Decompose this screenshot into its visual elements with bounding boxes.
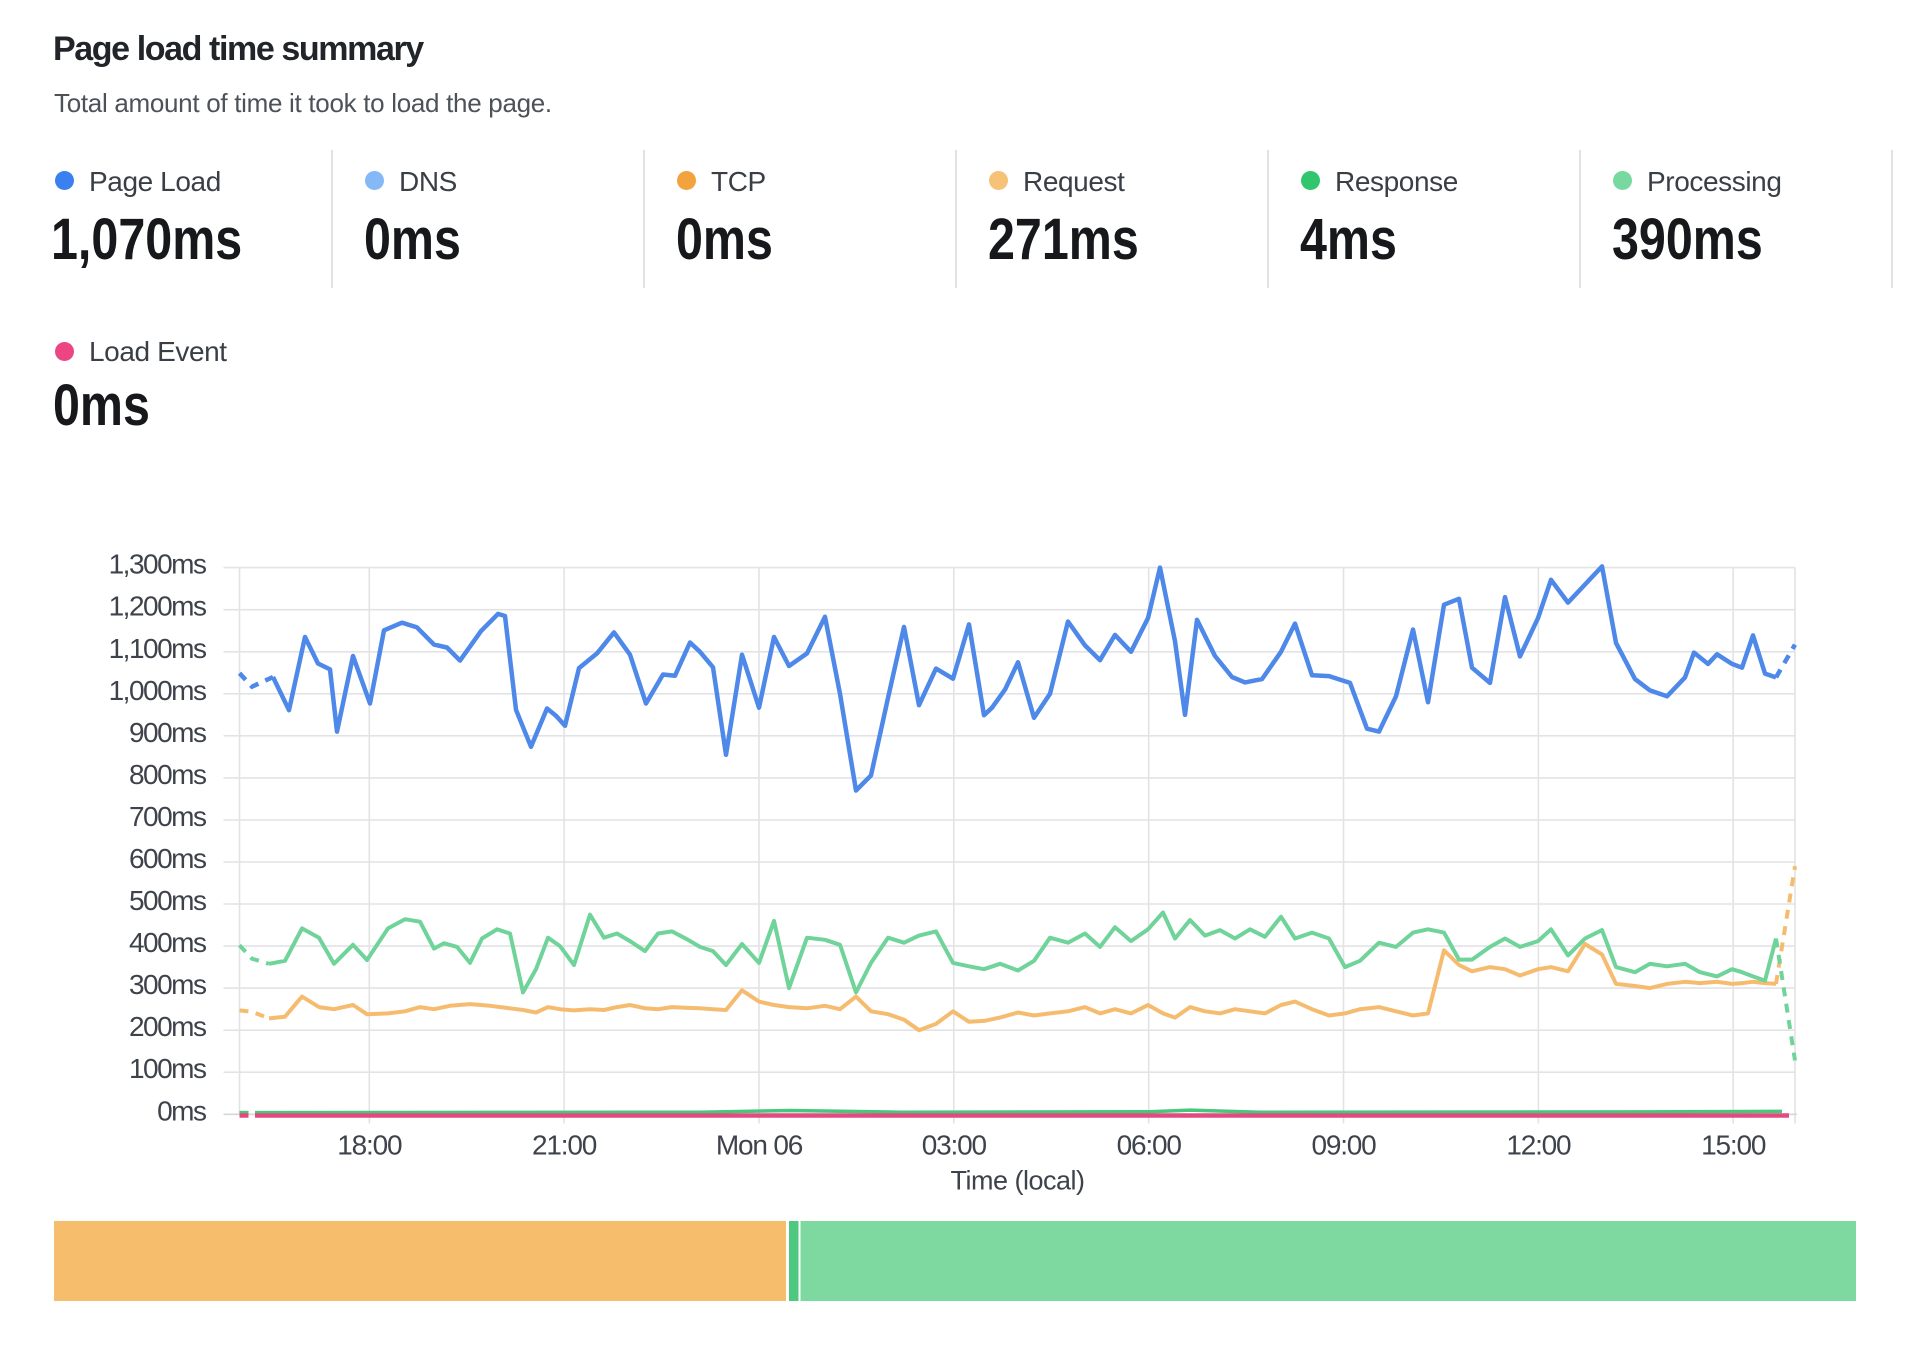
svg-text:Mon 06: Mon 06 (716, 1130, 803, 1161)
svg-text:800ms: 800ms (129, 759, 206, 790)
svg-text:900ms: 900ms (129, 717, 206, 748)
svg-text:600ms: 600ms (129, 843, 206, 874)
svg-text:03:00: 03:00 (922, 1130, 987, 1161)
svg-text:1,200ms: 1,200ms (109, 591, 206, 622)
svg-text:500ms: 500ms (129, 885, 206, 916)
svg-text:1,100ms: 1,100ms (109, 633, 206, 664)
svg-text:15:00: 15:00 (1701, 1130, 1766, 1161)
svg-text:0ms: 0ms (157, 1095, 206, 1126)
svg-text:21:00: 21:00 (532, 1130, 597, 1161)
svg-text:06:00: 06:00 (1117, 1130, 1182, 1161)
svg-text:Time (local): Time (local) (950, 1165, 1084, 1195)
svg-text:300ms: 300ms (129, 969, 206, 1000)
svg-text:200ms: 200ms (129, 1011, 206, 1042)
svg-text:1,000ms: 1,000ms (109, 675, 206, 706)
svg-text:400ms: 400ms (129, 927, 206, 958)
svg-text:18:00: 18:00 (337, 1130, 402, 1161)
svg-text:700ms: 700ms (129, 801, 206, 832)
svg-text:09:00: 09:00 (1311, 1130, 1376, 1161)
svg-text:12:00: 12:00 (1506, 1130, 1571, 1161)
svg-text:100ms: 100ms (129, 1053, 206, 1084)
svg-text:1,300ms: 1,300ms (109, 549, 206, 580)
